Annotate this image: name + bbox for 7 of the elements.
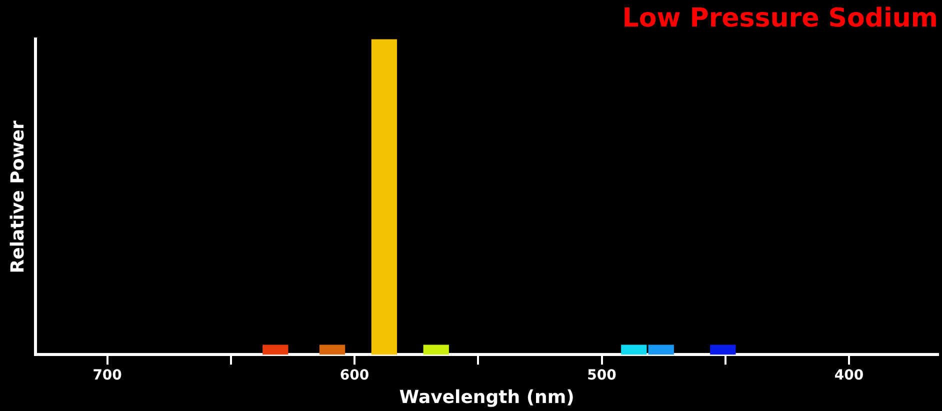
chart-title: Low Pressure Sodium <box>622 3 938 34</box>
x-tick-label: 500 <box>587 368 617 384</box>
y-axis-title: Relative Power <box>7 120 28 274</box>
x-tick-label: 600 <box>340 368 370 384</box>
x-tick-label: 700 <box>92 368 122 384</box>
x-axis-title: Wavelength (nm) <box>399 386 574 408</box>
x-tick-label: 400 <box>834 368 864 384</box>
